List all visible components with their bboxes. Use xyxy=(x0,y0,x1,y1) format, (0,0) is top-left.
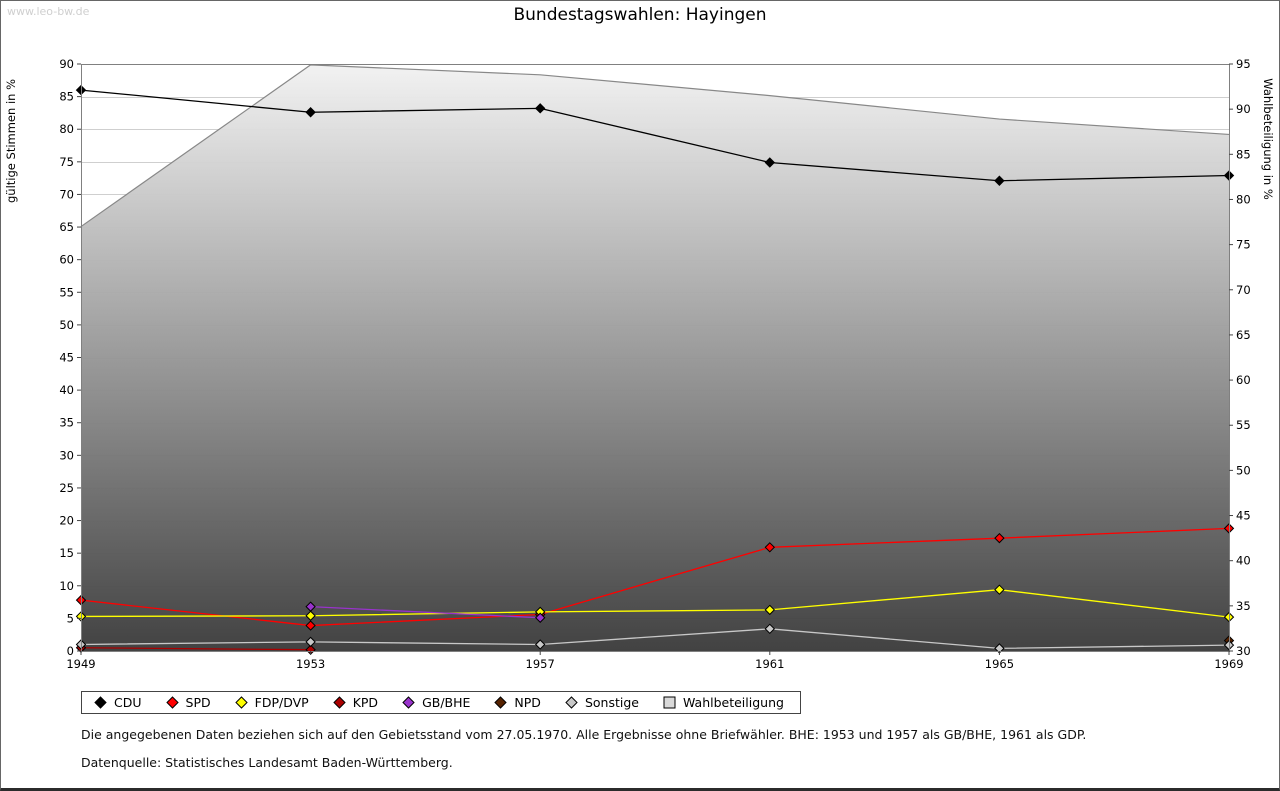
diamond-marker-icon xyxy=(402,696,415,709)
svg-text:85: 85 xyxy=(1236,147,1251,161)
svg-text:60: 60 xyxy=(59,253,74,267)
page-title: Bundestagswahlen: Hayingen xyxy=(513,5,767,25)
legend: CDU SPD FDP/DVP KPD GB/BHE NPD Sonstige Wahlbet… xyxy=(81,691,801,714)
svg-text:0: 0 xyxy=(67,644,74,658)
svg-text:95: 95 xyxy=(1236,57,1251,71)
svg-text:30: 30 xyxy=(59,448,74,462)
svg-text:75: 75 xyxy=(1236,238,1251,252)
legend-item-wahlbeteiligung: Wahlbeteiligung xyxy=(663,695,784,710)
axes: 0 5 10 15 20 25 30 35 40 45 50 55 60 65 70 75 80 85 90 30 35… xyxy=(59,57,1250,671)
diamond-marker-icon xyxy=(234,696,248,709)
svg-text:20: 20 xyxy=(59,514,74,528)
legend-item-kpd: KPD xyxy=(332,695,379,710)
svg-text:45: 45 xyxy=(59,351,74,365)
svg-text:25: 25 xyxy=(59,481,74,495)
legend-item-sonstige: Sonstige xyxy=(565,695,639,710)
svg-text:85: 85 xyxy=(59,90,74,104)
svg-text:60: 60 xyxy=(1236,373,1251,387)
diamond-marker-icon xyxy=(494,696,508,709)
legend-label: SPD xyxy=(185,695,211,710)
legend-label: GB/BHE xyxy=(422,695,471,710)
svg-text:90: 90 xyxy=(59,57,74,71)
legend-label: Wahlbeteiligung xyxy=(682,695,784,710)
svg-text:40: 40 xyxy=(1236,554,1251,568)
diamond-marker-icon xyxy=(94,696,107,709)
svg-text:30: 30 xyxy=(1236,644,1251,658)
svg-text:40: 40 xyxy=(59,383,74,397)
svg-text:45: 45 xyxy=(1236,509,1251,523)
svg-text:80: 80 xyxy=(59,122,74,136)
legend-item-npd: NPD xyxy=(494,695,541,710)
svg-text:65: 65 xyxy=(59,220,74,234)
svg-text:1953: 1953 xyxy=(296,657,325,671)
diamond-marker-icon xyxy=(565,696,578,709)
series-cdu xyxy=(80,89,1230,182)
svg-text:50: 50 xyxy=(59,318,74,332)
svg-text:80: 80 xyxy=(1236,192,1251,206)
plot-border xyxy=(81,64,1230,652)
left-axis-title: gültige Stimmen in % xyxy=(4,79,18,203)
series-sonstige xyxy=(80,628,1230,650)
svg-text:10: 10 xyxy=(59,579,74,593)
series-fdp-dvp xyxy=(80,589,1230,618)
svg-text:55: 55 xyxy=(59,285,74,299)
svg-text:1949: 1949 xyxy=(66,657,95,671)
series-spd xyxy=(80,527,1230,627)
line-wahlbeteiligung xyxy=(80,64,1230,228)
series-gb-bhe xyxy=(310,605,541,619)
svg-text:1961: 1961 xyxy=(755,657,784,671)
legend-item-spd: SPD xyxy=(165,695,211,710)
square-marker-icon xyxy=(663,696,676,709)
legend-item-cdu: CDU xyxy=(94,695,142,710)
svg-text:70: 70 xyxy=(1236,283,1251,297)
svg-text:1957: 1957 xyxy=(526,657,555,671)
svg-text:35: 35 xyxy=(59,416,74,430)
svg-text:50: 50 xyxy=(1236,463,1251,477)
legend-label: NPD xyxy=(514,695,541,710)
right-axis-title: Wahlbeteiligung in % xyxy=(1261,78,1275,200)
legend-label: CDU xyxy=(114,695,142,710)
diamond-marker-icon xyxy=(165,696,179,709)
svg-text:5: 5 xyxy=(67,611,74,625)
markers-gb-bhe xyxy=(305,601,546,623)
svg-text:55: 55 xyxy=(1236,418,1251,432)
svg-text:65: 65 xyxy=(1236,328,1251,342)
area-wahlbeteiligung xyxy=(81,64,1229,651)
legend-item-fdp-dvp: FDP/DVP xyxy=(234,695,309,710)
svg-text:35: 35 xyxy=(1236,599,1251,613)
election-line-chart: 0 5 10 15 20 25 30 35 40 45 50 55 60 65 70 75 80 85 90 30 35… xyxy=(4,57,1275,671)
svg-text:1969: 1969 xyxy=(1214,657,1243,671)
svg-text:15: 15 xyxy=(59,546,74,560)
footnotes: Die angegebenen Daten beziehen sich auf … xyxy=(81,727,1086,783)
watermark: www.leo-bw.de xyxy=(7,5,90,18)
diamond-marker-icon xyxy=(332,696,346,709)
legend-item-gb-bhe: GB/BHE xyxy=(402,695,470,710)
legend-label: FDP/DVP xyxy=(254,695,309,710)
note-datenquelle: Datenquelle: Statistisches Landesamt Bad… xyxy=(81,755,453,770)
svg-text:90: 90 xyxy=(1236,102,1251,116)
legend-label: KPD xyxy=(352,695,379,710)
legend-label: Sonstige xyxy=(584,695,639,710)
note-gebietsstand: Die angegebenen Daten beziehen sich auf … xyxy=(81,727,1087,742)
svg-text:1965: 1965 xyxy=(985,657,1014,671)
series-kpd xyxy=(80,647,311,651)
svg-text:75: 75 xyxy=(59,155,74,169)
svg-text:70: 70 xyxy=(59,187,74,201)
